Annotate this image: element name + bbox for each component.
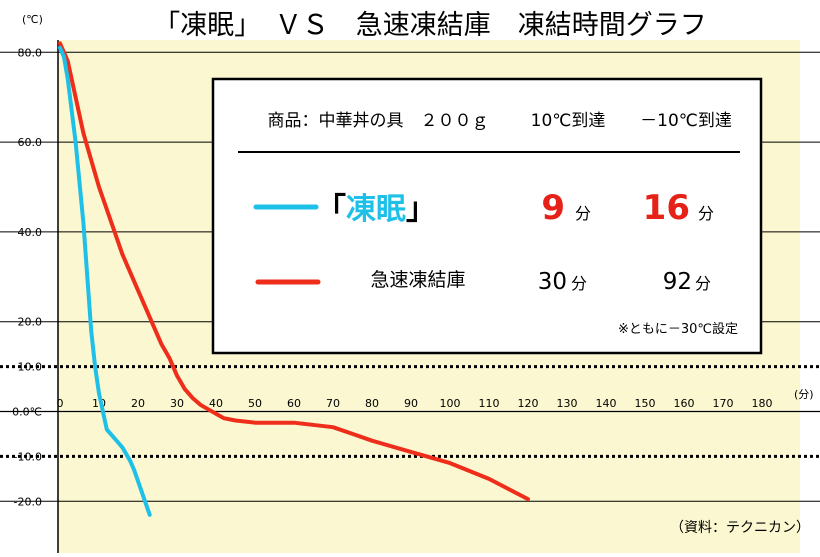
x-tick-90: 90 [404, 397, 418, 410]
x-tick-150: 150 [635, 397, 656, 410]
y-tick-labels: 80.0 60.0 40.0 20.0 10.0 0.0℃ -10.0 -20.0 [12, 46, 42, 508]
legend-row-tomin-minus10c-value: 16 [643, 188, 690, 228]
y-tick-40: 40.0 [18, 226, 43, 239]
x-tick-160: 160 [674, 397, 695, 410]
series-line-tomin [58, 45, 152, 517]
x-tick-170: 170 [713, 397, 734, 410]
y-tick-20: 20.0 [18, 316, 43, 329]
y-tick-m10: -10.0 [14, 450, 42, 463]
x-tick-120: 120 [518, 397, 539, 410]
x-tick-40: 40 [209, 397, 223, 410]
x-tick-70: 70 [326, 397, 340, 410]
y-tick-0: 0.0℃ [12, 406, 42, 419]
legend-header-10c: 10℃到達 [531, 111, 606, 131]
x-tick-180: 180 [752, 397, 773, 410]
chart-title: 「凍眠」 ＶＳ 急速凍結庫 凍結時間グラフ [153, 10, 707, 41]
x-tick-50: 50 [248, 397, 262, 410]
legend-row-tomin-10c-unit: 分 [575, 204, 591, 223]
x-tick-130: 130 [557, 397, 578, 410]
x-tick-60: 60 [287, 397, 301, 410]
x-unit-label: (分) [794, 388, 814, 401]
legend-row-freezer-10c-unit: 分 [571, 274, 587, 293]
legend-row-tomin-minus10c-unit: 分 [698, 204, 714, 223]
x-tick-30: 30 [170, 397, 184, 410]
x-tick-110: 110 [479, 397, 500, 410]
legend-row-freezer-minus10c-value: 92 [663, 269, 692, 295]
y-tick-m20: -20.0 [14, 495, 42, 508]
x-tick-140: 140 [596, 397, 617, 410]
x-tick-20: 20 [131, 397, 145, 410]
x-tick-0: 0 [57, 397, 64, 410]
y-unit-label: (℃) [22, 13, 43, 26]
y-tick-10: 10.0 [18, 361, 43, 374]
legend-row-tomin-10c-value: 9 [541, 188, 565, 228]
legend-row-freezer-10c-value: 30 [538, 269, 567, 295]
x-tick-100: 100 [440, 397, 461, 410]
legend-header-minus10c: －10℃到達 [640, 111, 732, 131]
y-tick-60: 60.0 [18, 136, 43, 149]
legend-row-freezer-minus10c-unit: 分 [695, 274, 711, 293]
series-lines [58, 41, 530, 517]
legend-frame [211, 77, 763, 355]
legend-box: 商品：中華丼の具 ２００ｇ 10℃到達 －10℃到達 「凍眠」 9 分 16 分… [211, 77, 763, 355]
series-line-freezer [58, 41, 530, 502]
legend-product-label: 商品：中華丼の具 ２００ｇ [268, 111, 489, 131]
y-tick-80: 80.0 [18, 46, 43, 59]
legend-row-freezer-name: 急速凍結庫 [370, 269, 465, 291]
source-label: （資料：テクニカン） [670, 520, 810, 536]
legend-row-tomin-name: 「凍眠」 [316, 192, 436, 227]
legend-note: ※ともに－30℃設定 [618, 321, 738, 337]
x-tick-80: 80 [365, 397, 379, 410]
